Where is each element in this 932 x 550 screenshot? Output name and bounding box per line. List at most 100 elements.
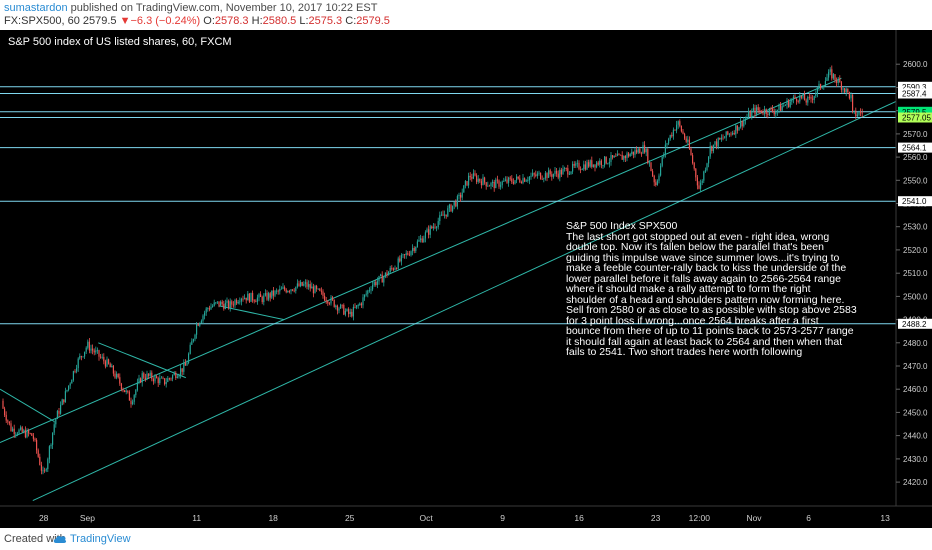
candle-body — [847, 88, 849, 92]
low-label: L: — [299, 15, 309, 27]
candle-body — [690, 148, 692, 156]
candle-body — [559, 169, 561, 178]
symbol-label[interactable]: FX:SPX500, 60 — [4, 15, 80, 27]
candle-body — [480, 181, 482, 186]
candle-body — [244, 297, 246, 300]
close-label: C: — [345, 15, 357, 27]
candle-body — [442, 214, 444, 216]
candle-body — [469, 175, 471, 178]
candle-body — [557, 173, 559, 178]
candle-body — [135, 390, 137, 396]
candle-body — [794, 96, 796, 99]
candle-body — [530, 175, 532, 177]
candle-body — [778, 104, 780, 110]
candle-body — [572, 164, 574, 172]
candle-body — [661, 156, 663, 166]
high-value: 2580.5 — [262, 15, 297, 27]
candle-body — [125, 390, 127, 392]
candle-body — [306, 282, 308, 287]
level-label-bg — [898, 106, 932, 117]
note-line: bounce from there of up to 11 points bac… — [566, 325, 854, 337]
candle-body — [394, 268, 396, 270]
candle-body — [26, 430, 28, 438]
candle-body — [650, 162, 652, 172]
candle-body — [786, 100, 788, 105]
candle-body — [490, 183, 492, 186]
candle-body — [456, 196, 458, 207]
candle-body — [216, 301, 218, 303]
candle-body — [562, 169, 564, 175]
candle-body — [232, 304, 234, 306]
price-chart[interactable]: 2420.0 2430.0 2440.0 2450.0 2460.0 2470.0 2480… — [0, 30, 932, 528]
candle-body — [674, 129, 676, 131]
candle-body — [578, 162, 580, 170]
author-link[interactable]: sumastardon — [4, 2, 68, 14]
candle-body — [759, 110, 761, 112]
candle-body — [253, 300, 255, 302]
candle-body — [666, 143, 668, 145]
candle-body — [436, 227, 438, 228]
candle-body — [7, 420, 9, 422]
candle-body — [861, 112, 863, 114]
candle-body — [533, 173, 535, 175]
x-tick-label: 11 — [192, 513, 201, 523]
candle-body — [687, 139, 689, 142]
candle-body — [631, 151, 633, 154]
candle-body — [629, 154, 631, 157]
candle-body — [634, 150, 636, 155]
candle-body — [372, 285, 374, 290]
time-axis[interactable]: 28 Sep 11 18 25 Oct 9 16 23 12:00 Nov 6 13 — [39, 513, 890, 523]
candle-body — [503, 180, 505, 182]
note-line: it should fall again at least back to 25… — [566, 335, 843, 348]
candle-body — [501, 181, 503, 186]
candle-body — [295, 286, 297, 291]
candle-body — [407, 253, 409, 255]
candle-body — [389, 267, 391, 272]
candle-body — [359, 303, 361, 306]
candle-body — [797, 101, 799, 102]
candle-body — [343, 305, 345, 315]
candle-body — [336, 305, 338, 311]
candle-body — [498, 180, 500, 187]
candle-body — [584, 164, 586, 170]
candle-body — [167, 378, 169, 382]
candle-body — [597, 162, 599, 165]
candle-body — [743, 120, 745, 127]
tradingview-link[interactable]: TradingView — [70, 533, 131, 545]
y-tick-label: 2520.0 — [903, 246, 928, 255]
x-tick-label: 25 — [345, 513, 355, 523]
candle-body — [714, 141, 716, 145]
candle-body — [213, 302, 215, 306]
candle-body — [600, 160, 602, 166]
price-change: −6.3 (−0.24%) — [130, 15, 201, 27]
candle-body — [677, 121, 679, 125]
note-line: guiding this impulse wave since summer l… — [566, 251, 840, 264]
candle-body — [196, 324, 198, 335]
candle-body — [570, 171, 572, 174]
candle-body — [199, 322, 201, 326]
candle-body — [189, 344, 191, 354]
footer: Created with TradingView — [0, 528, 932, 550]
candle-body — [149, 372, 151, 376]
candle-body — [812, 98, 814, 100]
candle-body — [210, 306, 212, 310]
note-line: double top. Now it's fallen below the pa… — [566, 241, 824, 253]
candle-body — [628, 153, 630, 157]
candle-body — [458, 194, 460, 196]
candle-body — [127, 390, 129, 392]
note-line: fails to 2541. Two short trades here wor… — [566, 346, 803, 358]
candle-body — [591, 160, 593, 167]
candle-body — [496, 179, 498, 181]
candle-body — [285, 289, 287, 293]
candle-body — [151, 372, 153, 379]
level-label: 2590.3 — [902, 83, 927, 92]
candle-body — [263, 295, 265, 303]
candle-body — [800, 95, 802, 98]
candle-body — [613, 156, 615, 158]
candle-body — [183, 362, 185, 372]
candle-body — [708, 156, 710, 164]
candle-body — [720, 137, 722, 140]
y-tick-label: 2430.0 — [903, 455, 928, 464]
candle-body — [101, 356, 103, 358]
candle-body — [157, 378, 159, 384]
